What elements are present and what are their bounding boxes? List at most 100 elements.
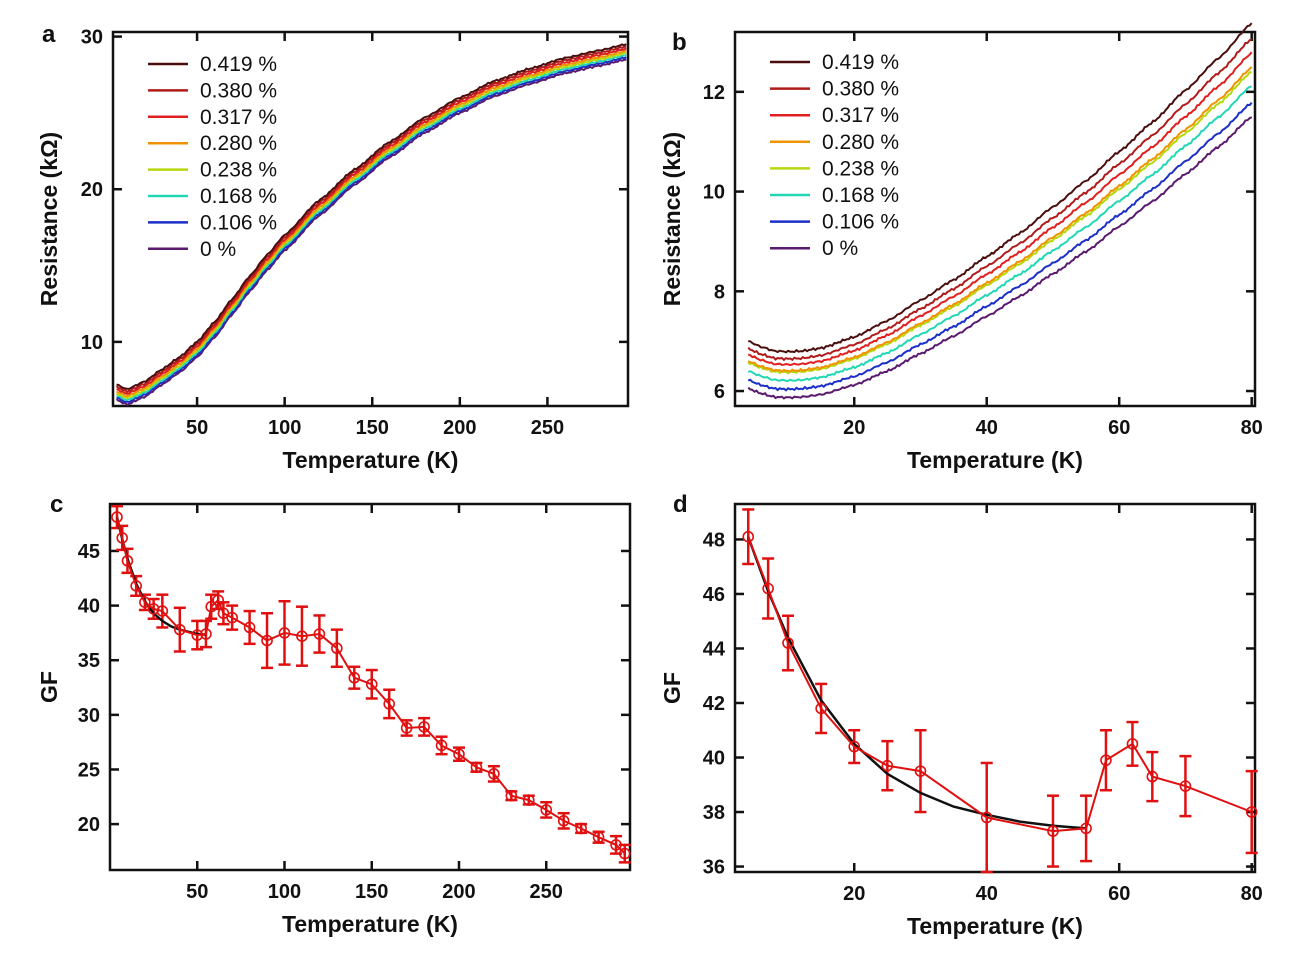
panel-d-ytick-label: 42	[703, 693, 725, 715]
panel-c-xtick-label: 150	[355, 881, 388, 903]
panel-d-ytick-label: 46	[703, 584, 725, 606]
panel-b-series-line	[748, 22, 1253, 354]
panel-c-x-axis-title: Temperature (K)	[282, 911, 458, 937]
panel-b-series-line	[747, 116, 1253, 400]
panel-a-xtick-label: 50	[186, 417, 208, 439]
panel-b-series-line	[747, 70, 1252, 375]
panel-c-data-point	[610, 839, 622, 851]
panel-c-data-point	[205, 600, 218, 613]
panel-a-x-axis-title: Temperature (K)	[283, 447, 459, 473]
panel-a-legend-label: 0.238 %	[200, 159, 277, 182]
panel-d-ytick-label: 40	[703, 748, 725, 770]
panel-c-data-point	[156, 605, 169, 617]
panel-c-data-point	[557, 815, 570, 827]
panel-label-a: a	[42, 21, 56, 48]
panel-c-data-point	[400, 722, 413, 734]
panel-b-x-axis-title: Temperature (K)	[907, 447, 1083, 473]
panel-a-legend-label: 0.168 %	[200, 185, 277, 208]
panel-a-series-line	[116, 54, 627, 402]
panel-d-data-point	[1100, 754, 1112, 767]
panel-b-xtick-label: 60	[1108, 417, 1130, 439]
panel-d-data-point	[980, 811, 993, 824]
panel-a-ytick-label: 30	[81, 27, 103, 49]
panel-c-data-point	[296, 630, 308, 642]
panel-d-xtick-label: 20	[843, 883, 865, 905]
panel-c: c 50 100 150 200 250 20 25 30 35 40 45 Temperature …	[36, 491, 632, 937]
panel-d-ytick-label: 44	[703, 638, 726, 660]
panel-c-data-point	[418, 721, 430, 733]
panel-c-data-point	[313, 628, 326, 640]
panel-c-data-point	[116, 532, 129, 544]
panel-a-legend-label: 0 %	[200, 238, 236, 261]
panel-c-data-line	[116, 516, 626, 855]
panel-b-legend-label: 0.168 %	[822, 184, 899, 207]
panel-c-data-point	[200, 628, 212, 640]
panel-c-y-axis-title: GF	[36, 671, 62, 703]
panel-b-xtick-label: 20	[843, 417, 865, 439]
panel-c-data-point	[348, 671, 361, 684]
panel-a-legend-label: 0.317 %	[200, 106, 277, 129]
panel-b-legend-label: 0.317 %	[822, 104, 899, 127]
panel-b-legend-label: 0.380 %	[822, 78, 899, 101]
panel-c-data-point	[618, 847, 631, 860]
panel-d-data-point	[881, 759, 894, 772]
panel-c-data-point	[130, 580, 142, 592]
panel-d-data-point	[1146, 770, 1159, 783]
panel-label-d: d	[673, 491, 688, 518]
panel-b-xtick-label: 40	[976, 417, 998, 439]
panel-a-legend-label: 0.419 %	[200, 53, 277, 76]
panel-a: a 50 100 150 200 250 10 20 30 Temperature (K) Res…	[36, 21, 630, 473]
panel-a-series-line	[115, 58, 627, 406]
panel-b-ytick-label: 8	[714, 281, 725, 303]
panel-b-series-line	[747, 66, 1253, 373]
panel-label-b: b	[672, 29, 687, 56]
panel-c-data-point	[278, 627, 291, 639]
panel-d-xtick-label: 40	[976, 883, 998, 905]
panel-c-ytick-label: 20	[78, 814, 100, 836]
panel-b-ytick-label: 6	[714, 381, 725, 403]
panel-c-data-point	[173, 623, 186, 636]
panel-c-data-point	[592, 831, 605, 844]
panel-a-legend-label: 0.380 %	[200, 79, 277, 102]
panel-d-x-axis-title: Temperature (K)	[907, 913, 1083, 939]
panel-c-ytick-label: 30	[78, 705, 100, 727]
panel-d-ytick-label: 48	[703, 529, 725, 551]
panel-b-y-axis-title: Resistance (kΩ)	[659, 132, 685, 306]
panel-c-data-point	[139, 596, 151, 609]
panel-d-data-point	[782, 637, 794, 649]
panel-c-data-point	[488, 768, 500, 780]
panel-b-legend-label: 0.280 %	[822, 131, 899, 154]
panel-a-xtick-label: 100	[268, 417, 301, 439]
panel-a-series-line	[116, 56, 627, 404]
panel-b-legend-label: 0.106 %	[822, 211, 899, 234]
panel-c-data-point	[191, 629, 204, 641]
panel-a-xtick-label: 250	[531, 417, 564, 439]
panel-d: d 20 40 60 80 36 38 40 42 44 46 48 Temperature (K) G…	[659, 491, 1263, 939]
panel-c-data-point	[383, 698, 395, 710]
panel-a-ytick-label: 20	[81, 179, 103, 201]
panel-a-ytick-label: 10	[81, 332, 103, 354]
panel-d-ytick-label: 38	[703, 802, 725, 824]
panel-c-data-point	[435, 739, 448, 752]
panel-b: b 20 40 60 80 6 8 10 12 Temperature (K) Resistanc…	[659, 22, 1263, 473]
panel-c-data-point	[470, 761, 483, 774]
panel-d-data-point	[848, 740, 861, 753]
panel-b-series-line	[747, 85, 1253, 382]
panel-c-data-point	[453, 748, 465, 760]
panel-a-legend-label: 0.280 %	[200, 132, 277, 155]
panel-d-data-point	[762, 582, 774, 595]
panel-c-data-point	[226, 611, 238, 624]
panel-d-data-point	[1126, 738, 1139, 750]
panel-c-data-point	[540, 804, 553, 816]
panel-c-data-point	[121, 555, 134, 567]
panel-a-series-line	[116, 43, 627, 390]
panel-c-data-point	[575, 822, 587, 835]
panel-b-series-line	[747, 38, 1253, 362]
panel-d-data-point	[1179, 780, 1192, 792]
panel-d-xtick-label: 80	[1241, 883, 1263, 905]
panel-b-xtick-label: 80	[1241, 417, 1263, 439]
panel-c-xtick-label: 250	[530, 881, 563, 903]
panel-c-data-point	[505, 789, 518, 802]
panel-d-data-point	[1047, 825, 1059, 837]
